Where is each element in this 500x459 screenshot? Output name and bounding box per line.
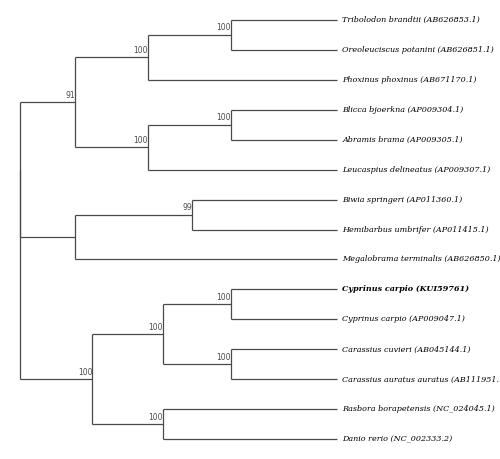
Text: Cyprinus carpio (AP009047.1): Cyprinus carpio (AP009047.1) <box>342 315 466 324</box>
Text: Carassius auratus auratus (AB111951.1): Carassius auratus auratus (AB111951.1) <box>342 375 500 383</box>
Text: 100: 100 <box>148 323 162 332</box>
Text: 91: 91 <box>66 90 76 100</box>
Text: Carassius cuvieri (AB045144.1): Carassius cuvieri (AB045144.1) <box>342 346 471 353</box>
Text: 100: 100 <box>216 353 231 362</box>
Text: Cyprinus carpio (KUI59761): Cyprinus carpio (KUI59761) <box>342 285 469 293</box>
Text: Danio rerio (NC_002333.2): Danio rerio (NC_002333.2) <box>342 436 452 443</box>
Text: Hemibarbus umbrifer (AP011415.1): Hemibarbus umbrifer (AP011415.1) <box>342 225 489 234</box>
Text: Phoxinus phoxinus (AB671170.1): Phoxinus phoxinus (AB671170.1) <box>342 76 477 84</box>
Text: Tribolodon brandtii (AB626853.1): Tribolodon brandtii (AB626853.1) <box>342 16 480 23</box>
Text: 100: 100 <box>133 45 148 55</box>
Text: Oreoleuciscus potanini (AB626851.1): Oreoleuciscus potanini (AB626851.1) <box>342 45 494 54</box>
Text: Abramis brama (AP009305.1): Abramis brama (AP009305.1) <box>342 135 463 144</box>
Text: 100: 100 <box>78 368 92 377</box>
Text: 100: 100 <box>216 293 231 302</box>
Text: 100: 100 <box>133 135 148 145</box>
Text: 99: 99 <box>182 203 192 212</box>
Text: Megalobrama terminalis (AB626850.1): Megalobrama terminalis (AB626850.1) <box>342 256 500 263</box>
Text: Rasbora borapetensis (NC_024045.1): Rasbora borapetensis (NC_024045.1) <box>342 405 495 414</box>
Text: Leucaspius delineatus (AP009307.1): Leucaspius delineatus (AP009307.1) <box>342 166 490 174</box>
Text: Blicca bjoerkna (AP009304.1): Blicca bjoerkna (AP009304.1) <box>342 106 464 113</box>
Text: 100: 100 <box>216 23 231 32</box>
Text: Biwia springeri (AP011360.1): Biwia springeri (AP011360.1) <box>342 196 462 203</box>
Text: 100: 100 <box>216 113 231 122</box>
Text: 100: 100 <box>148 413 162 422</box>
